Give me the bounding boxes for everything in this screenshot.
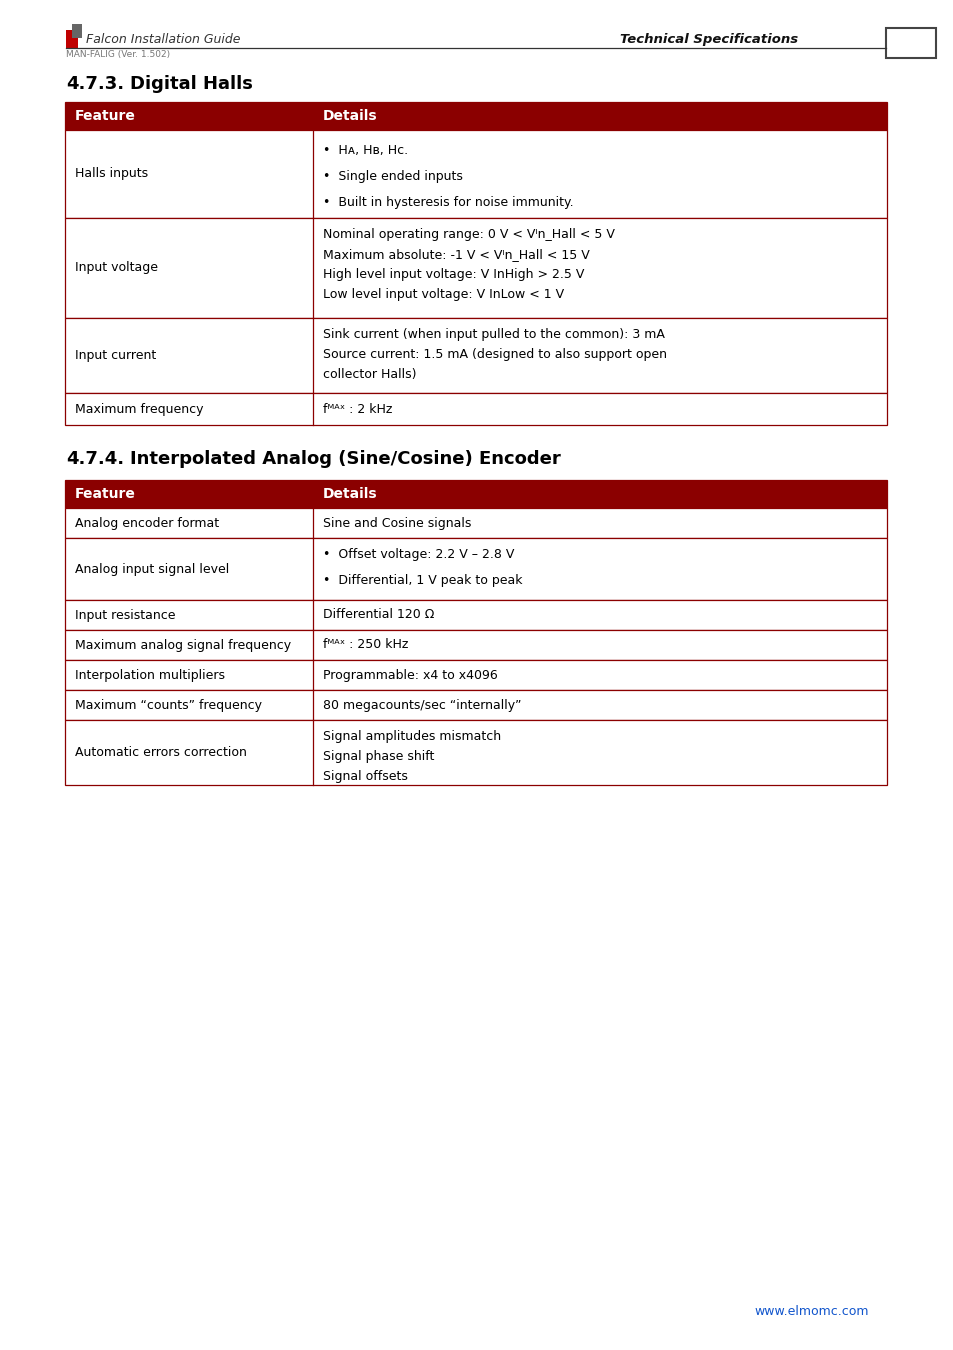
Text: fᴹᴬˣ : 250 kHz: fᴹᴬˣ : 250 kHz: [323, 639, 408, 652]
Bar: [66, 30, 78, 49]
Text: Automatic errors correction: Automatic errors correction: [75, 747, 247, 759]
Text: •  Single ended inputs: • Single ended inputs: [323, 170, 462, 184]
Text: Falcon Installation Guide: Falcon Installation Guide: [86, 32, 240, 46]
Text: 4.7.3.: 4.7.3.: [66, 76, 124, 93]
Bar: [65, 539, 886, 599]
Text: Details: Details: [323, 487, 377, 501]
Text: Feature: Feature: [75, 109, 135, 123]
Text: Sine and Cosine signals: Sine and Cosine signals: [323, 517, 471, 529]
Bar: [65, 508, 886, 539]
Text: Programmable: x4 to x4096: Programmable: x4 to x4096: [323, 668, 497, 682]
Bar: [65, 630, 886, 660]
Bar: [65, 660, 886, 690]
Text: Sink current (when input pulled to the common): 3 mA: Sink current (when input pulled to the c…: [323, 328, 664, 342]
Text: Interpolated Analog (Sine/Cosine) Encoder: Interpolated Analog (Sine/Cosine) Encode…: [130, 450, 560, 468]
Text: •  Hᴀ, Hʙ, Hᴄ.: • Hᴀ, Hʙ, Hᴄ.: [323, 144, 408, 157]
Text: •  Built in hysteresis for noise immunity.: • Built in hysteresis for noise immunity…: [323, 196, 573, 209]
Text: Details: Details: [323, 109, 377, 123]
Text: Analog encoder format: Analog encoder format: [75, 517, 219, 529]
Text: •  Differential, 1 V peak to peak: • Differential, 1 V peak to peak: [323, 574, 522, 587]
Bar: [65, 481, 886, 508]
Bar: [65, 217, 886, 319]
Text: Input current: Input current: [75, 350, 156, 362]
Text: Maximum “counts” frequency: Maximum “counts” frequency: [75, 698, 262, 711]
Text: Signal amplitudes mismatch: Signal amplitudes mismatch: [323, 730, 500, 742]
Text: Feature: Feature: [75, 487, 135, 501]
Text: Maximum frequency: Maximum frequency: [75, 402, 203, 416]
Text: Digital Halls: Digital Halls: [130, 76, 253, 93]
Text: Differential 120 Ω: Differential 120 Ω: [323, 609, 434, 621]
Text: Analog input signal level: Analog input signal level: [75, 563, 229, 575]
Text: 80 megacounts/sec “internally”: 80 megacounts/sec “internally”: [323, 698, 521, 711]
Text: Maximum analog signal frequency: Maximum analog signal frequency: [75, 639, 291, 652]
Bar: [71, 24, 82, 38]
Text: Input resistance: Input resistance: [75, 609, 175, 621]
Text: Interpolation multipliers: Interpolation multipliers: [75, 668, 225, 682]
Text: MAN-FALIG (Ver. 1.502): MAN-FALIG (Ver. 1.502): [66, 50, 170, 59]
Text: Input voltage: Input voltage: [75, 262, 158, 274]
Text: fᴹᴬˣ : 2 kHz: fᴹᴬˣ : 2 kHz: [323, 404, 392, 416]
Text: Signal offsets: Signal offsets: [323, 769, 408, 783]
Text: Halls inputs: Halls inputs: [75, 167, 148, 181]
Bar: [65, 690, 886, 720]
Text: collector Halls): collector Halls): [323, 369, 416, 381]
Text: Source current: 1.5 mA (designed to also support open: Source current: 1.5 mA (designed to also…: [323, 348, 666, 360]
Bar: [65, 720, 886, 784]
Text: Nominal operating range: 0 V < Vᴵn_Hall < 5 V: Nominal operating range: 0 V < Vᴵn_Hall …: [323, 228, 615, 242]
Text: Technical Specifications: Technical Specifications: [619, 32, 798, 46]
Bar: [65, 130, 886, 217]
Bar: [885, 28, 935, 58]
Text: Maximum absolute: -1 V < Vᴵn_Hall < 15 V: Maximum absolute: -1 V < Vᴵn_Hall < 15 V: [323, 248, 589, 261]
Text: Low level input voltage: V InLow < 1 V: Low level input voltage: V InLow < 1 V: [323, 288, 563, 301]
Text: www.elmomc.com: www.elmomc.com: [753, 1305, 867, 1318]
Text: •  Offset voltage: 2.2 V – 2.8 V: • Offset voltage: 2.2 V – 2.8 V: [323, 548, 514, 562]
Text: 4.7.4.: 4.7.4.: [66, 450, 124, 468]
Bar: [65, 103, 886, 130]
Text: High level input voltage: V InHigh > 2.5 V: High level input voltage: V InHigh > 2.5…: [323, 269, 584, 281]
Text: Signal phase shift: Signal phase shift: [323, 751, 434, 763]
Bar: [65, 599, 886, 630]
Bar: [65, 319, 886, 393]
Text: 65: 65: [899, 34, 922, 53]
Bar: [65, 393, 886, 425]
